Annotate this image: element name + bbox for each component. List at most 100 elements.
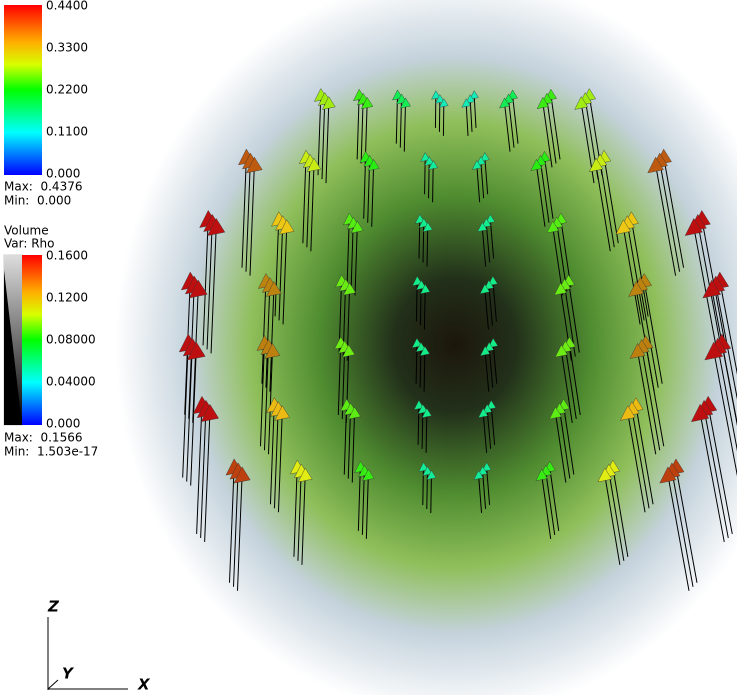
glyph-shaft — [543, 156, 554, 219]
glyph-head — [426, 470, 437, 480]
glyph-shaft — [241, 156, 247, 268]
glyph-shaft — [415, 280, 418, 322]
glyph-shaft — [274, 218, 280, 317]
glyph-head — [620, 405, 636, 421]
glyph-shaft — [321, 98, 326, 180]
glyph-shaft — [599, 160, 615, 248]
glyph-shaft — [306, 160, 311, 248]
glyph-head — [421, 407, 432, 418]
glyph-shaft — [423, 350, 426, 392]
glyph-shaft — [360, 98, 364, 164]
glyph-shaft — [356, 94, 360, 160]
glyph-head — [297, 467, 313, 483]
glyph-head — [546, 220, 560, 234]
glyph-shaft — [719, 280, 737, 375]
glyph-head — [400, 97, 411, 109]
glyph-shaft — [549, 466, 560, 531]
glyph-shaft — [182, 342, 189, 478]
glyph-shaft — [346, 218, 350, 288]
legend-variable: Var: Rho — [4, 237, 55, 251]
glyph-head — [306, 157, 322, 173]
glyph-shaft — [367, 160, 371, 223]
glyph-shaft — [430, 474, 432, 513]
glyph-shaft — [310, 164, 315, 252]
glyph-shaft — [558, 408, 571, 479]
min-label: Min: 1.503e-17 — [4, 445, 98, 459]
glyph-shaft — [535, 164, 546, 227]
glyph-shaft — [277, 412, 283, 513]
glyph-head — [321, 96, 336, 110]
glyph-head — [574, 96, 589, 110]
glyph-shaft — [643, 280, 663, 384]
glyph-head — [478, 407, 489, 418]
tick-label: 0.2200 — [46, 83, 88, 97]
glyph-head — [233, 466, 251, 484]
glyph-head — [274, 405, 290, 421]
glyph-shaft — [546, 98, 557, 164]
volume-colorbar — [22, 255, 42, 425]
glyph-head — [343, 282, 356, 296]
glyph-shaft — [626, 222, 645, 321]
tick-label: 0.000 — [46, 417, 80, 431]
tick-label: 0.3300 — [46, 41, 88, 55]
glyph-shaft — [595, 164, 611, 252]
glyph-shaft — [415, 342, 418, 384]
x-axis-label: X — [137, 676, 151, 694]
z-axis-label: Z — [47, 598, 60, 616]
glyph-shaft — [675, 466, 698, 583]
glyph-shaft — [703, 408, 729, 539]
glyph-shaft — [512, 94, 519, 144]
glyph-head — [554, 344, 568, 358]
legend-title: Volume — [4, 224, 49, 238]
glyph-head — [418, 462, 429, 472]
max-label: Max: 0.1566 — [4, 431, 82, 445]
glyph-shaft — [202, 218, 209, 346]
tick-label: 0.4400 — [46, 0, 88, 13]
glyph-head — [422, 221, 433, 232]
glyph-shaft — [655, 164, 677, 276]
glyph-shaft — [282, 226, 288, 325]
glyph-shaft — [422, 466, 424, 505]
glyph-head — [279, 219, 295, 235]
glyph-shaft — [699, 412, 725, 543]
glyph-shaft — [418, 218, 421, 259]
glyph-shaft — [350, 222, 354, 292]
glyph-shaft — [317, 94, 322, 176]
glyph-shaft — [301, 474, 306, 565]
density-volume — [115, 0, 737, 695]
glyph-shaft — [426, 226, 429, 267]
glyph-shaft — [478, 474, 483, 514]
glyph-shaft — [269, 404, 275, 505]
glyph-shaft — [206, 222, 213, 350]
glyph-shaft — [422, 222, 425, 263]
glyph-head — [588, 157, 604, 173]
glyph-head — [473, 470, 484, 480]
glyph-shaft — [484, 288, 489, 330]
glyph-shaft — [721, 342, 737, 427]
tick-label: 0.04000 — [46, 375, 96, 389]
glyph-shaft — [351, 412, 356, 483]
glyph-head — [530, 158, 543, 171]
glyph-head — [362, 468, 375, 482]
glyph-shaft — [635, 404, 654, 505]
glyph-head — [461, 98, 471, 108]
glyph-head — [342, 344, 356, 358]
glyph-shaft — [671, 470, 694, 587]
glyph-head — [420, 152, 431, 162]
glyph-head — [200, 403, 219, 423]
glyph-head — [186, 341, 206, 361]
tick-label: 0.08000 — [46, 333, 96, 347]
glyph-head — [477, 221, 488, 232]
glyph-head — [420, 283, 431, 294]
glyph-shaft — [249, 164, 255, 276]
y-axis-label: Y — [62, 665, 75, 683]
glyph-head — [246, 156, 263, 174]
glyph-shaft — [265, 284, 271, 388]
glyph-shaft — [245, 160, 251, 272]
glyph-shaft — [539, 160, 550, 223]
glyph-head — [479, 283, 490, 294]
glyph-shaft — [302, 156, 307, 244]
glyph-head — [536, 96, 549, 110]
glyph-shaft — [325, 102, 330, 184]
glyph-shaft — [627, 412, 646, 513]
